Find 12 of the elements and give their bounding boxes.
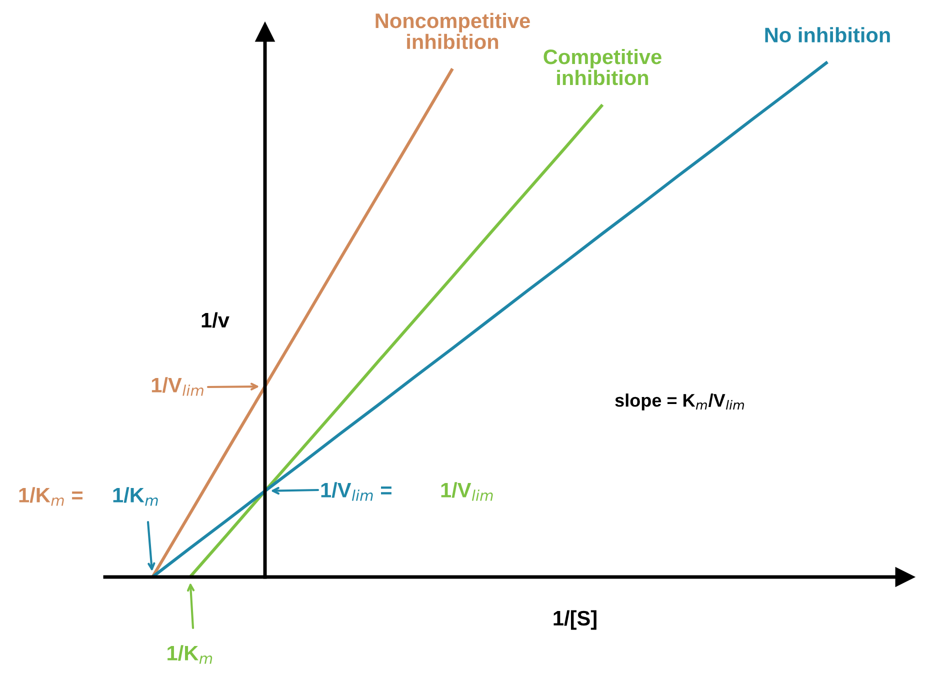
series-label: No inhibition [765,27,890,42]
text: 1/K$_{m}$ [168,645,212,664]
annotation: slope = K$_{m}$/V$_{lim}$ [615,394,744,410]
series-label: Noncompetitive inhibition [376,12,530,50]
annotation: 1/K$_{m}$ [113,487,158,506]
annotation: 1/V$_{lim}$ = [321,482,392,501]
x-axis-title: 1/[S] [554,610,596,630]
y-axis-title: 1/v [202,312,230,328]
annotation: 1/V$_{lim}$ [441,482,493,501]
series-label: Competitive inhibition [544,48,662,86]
text: 1/K$_{m}$ = [19,487,82,506]
annotation: 1/V$_{lim}$ [152,377,204,396]
